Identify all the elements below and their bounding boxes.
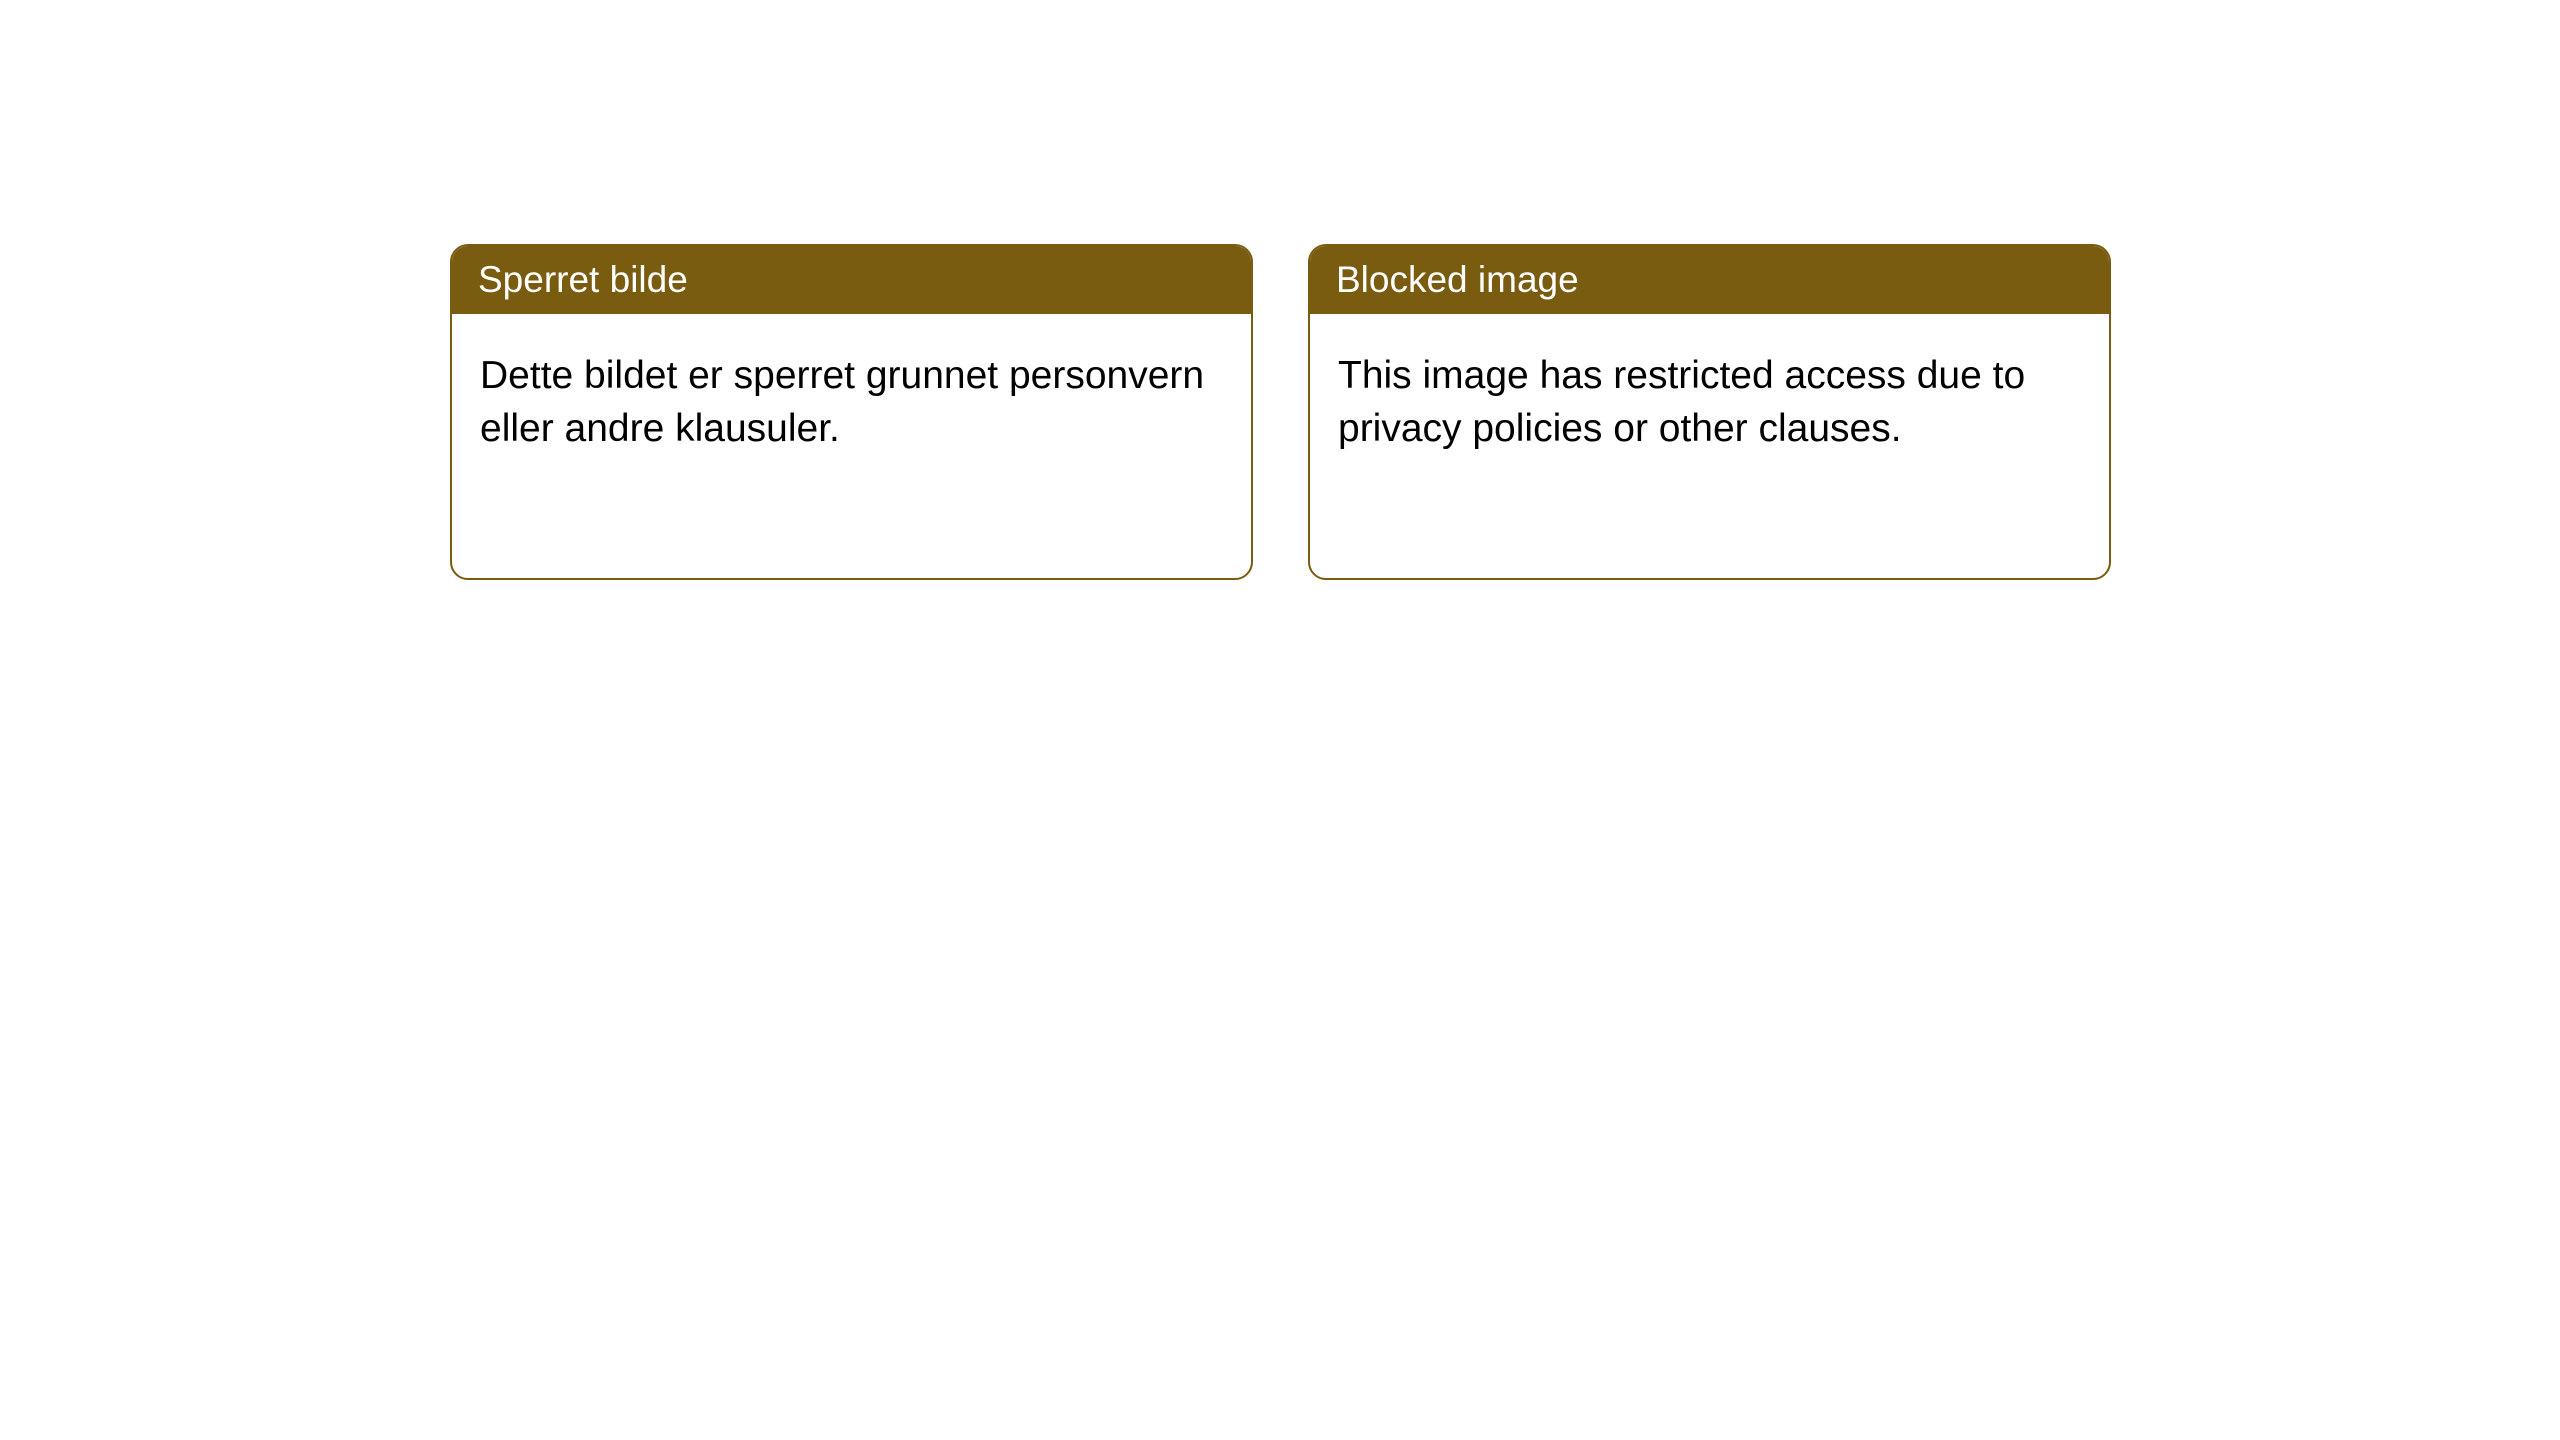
card-title-en: Blocked image — [1336, 259, 1579, 300]
card-body-en: This image has restricted access due to … — [1310, 314, 2109, 491]
card-text-no: Dette bildet er sperret grunnet personve… — [480, 354, 1204, 450]
card-header-no: Sperret bilde — [452, 246, 1251, 314]
notice-container: Sperret bilde Dette bildet er sperret gr… — [450, 244, 2560, 580]
card-title-no: Sperret bilde — [478, 259, 688, 300]
card-body-no: Dette bildet er sperret grunnet personve… — [452, 314, 1251, 491]
card-header-en: Blocked image — [1310, 246, 2109, 314]
blocked-image-card-no: Sperret bilde Dette bildet er sperret gr… — [450, 244, 1253, 580]
blocked-image-card-en: Blocked image This image has restricted … — [1308, 244, 2111, 580]
card-text-en: This image has restricted access due to … — [1338, 354, 2025, 450]
